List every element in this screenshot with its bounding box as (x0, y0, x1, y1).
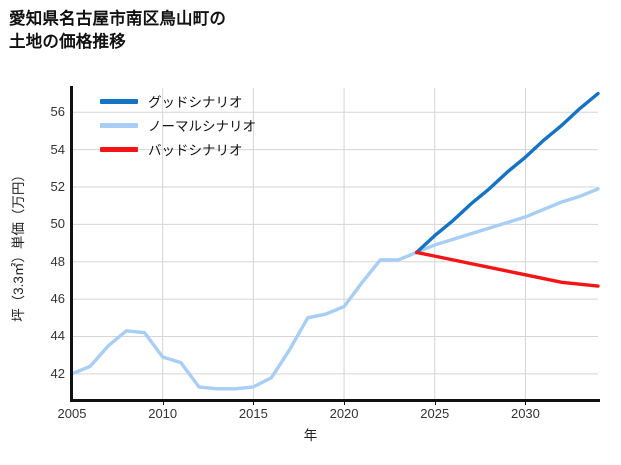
series-line-グッドシナリオ (414, 91, 600, 255)
y-axis-line (70, 86, 73, 402)
series-line-バッドシナリオ (414, 250, 600, 288)
legend-label-bad: バッドシナリオ (148, 143, 243, 158)
x-axis-line (70, 399, 600, 402)
legend-swatch-normal (100, 123, 138, 128)
plot-area (70, 88, 600, 400)
y-tick-label: 42 (50, 365, 65, 381)
y-tick-label: 48 (50, 253, 65, 269)
x-tick-label: 2030 (510, 406, 540, 421)
legend-label-normal: ノーマルシナリオ (148, 119, 256, 134)
legend-label-good: グッドシナリオ (148, 95, 243, 110)
y-tick-label: 44 (50, 328, 65, 344)
x-tick-mark (253, 400, 255, 405)
x-tick-mark (162, 400, 164, 405)
y-tick-label: 50 (50, 216, 65, 232)
x-tick-label: 2005 (57, 406, 87, 421)
y-tick-label: 56 (50, 104, 65, 120)
series-layer (70, 88, 600, 400)
chart-title: 愛知県名古屋市南区鳥山町の 土地の価格推移 (9, 10, 227, 52)
y-axis-title: 坪（3.3㎡）単価（万円） (11, 168, 26, 322)
x-axis-title: 年 (303, 428, 318, 443)
y-tick-label: 46 (50, 291, 65, 307)
series-line-ノーマルシナリオ (70, 187, 600, 391)
legend-swatch-bad (100, 147, 138, 152)
x-tick-label: 2025 (420, 406, 450, 421)
x-tick-label: 2015 (238, 406, 268, 421)
legend-swatch-good (100, 99, 138, 104)
x-tick-mark (525, 400, 527, 405)
x-tick-mark (434, 400, 436, 405)
y-tick-label: 54 (50, 141, 65, 157)
x-tick-label: 2020 (329, 406, 359, 421)
x-tick-mark (344, 400, 346, 405)
x-tick-label: 2010 (148, 406, 178, 421)
y-tick-label: 52 (50, 179, 65, 195)
